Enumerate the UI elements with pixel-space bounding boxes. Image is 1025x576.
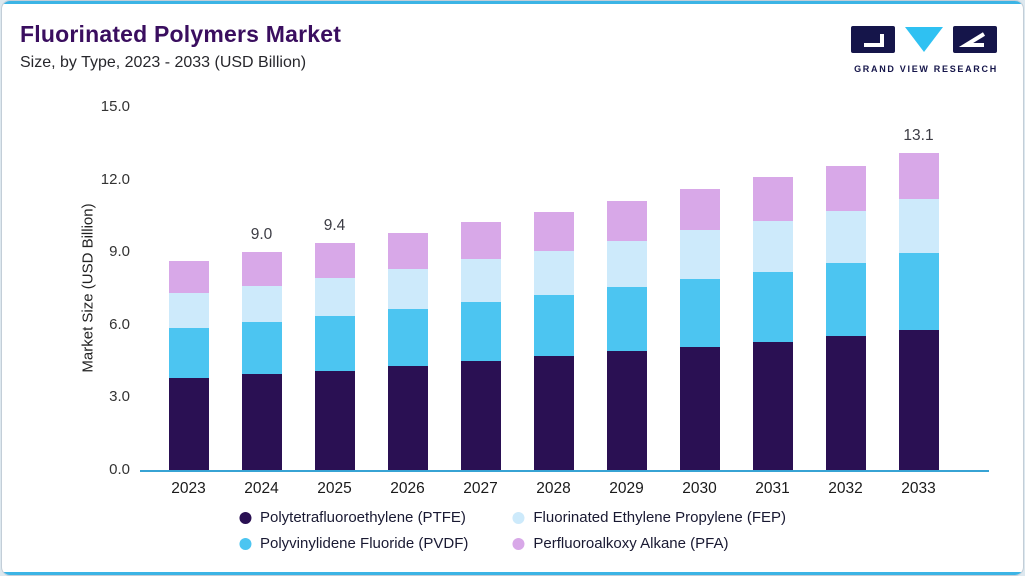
bar-total-label-2024: 9.0 [250, 226, 273, 244]
bar-segment-2027 [460, 259, 501, 302]
legend-item: Polyvinylidene Fluoride (PVDF) [238, 535, 469, 552]
y-axis-tick-label: 0.0 [109, 461, 130, 478]
chart-header: Fluorinated Polymers Market Size, by Typ… [20, 21, 341, 72]
x-axis-label-2033: 2033 [901, 480, 936, 497]
bar-segment-2033 [898, 198, 939, 254]
bar-segment-2029 [606, 287, 647, 352]
bar-segment-2033 [898, 329, 939, 470]
bar-segment-2023 [168, 328, 209, 379]
bar-segment-2031 [752, 341, 793, 470]
bar-segment-2030 [679, 346, 720, 470]
legend-item: Polytetrafluoroethylene (PTFE) [238, 509, 468, 526]
legend-item: Fluorinated Ethylene Propylene (FEP) [512, 509, 786, 526]
bar-segment-2025 [314, 370, 355, 470]
grand-view-research-logo: GRAND VIEW RESEARCH [851, 25, 1001, 74]
legend-marker-icon [512, 511, 525, 524]
x-axis-label-2027: 2027 [463, 480, 498, 497]
legend-marker-icon [238, 511, 251, 524]
bar-segment-2028 [533, 212, 574, 251]
legend-label: Perfluoroalkoxy Alkane (PFA) [533, 535, 729, 552]
bar-segment-2032 [825, 166, 866, 212]
bar-segment-2028 [533, 356, 574, 470]
page-subtitle: Size, by Type, 2023 - 2033 (USD Billion) [20, 54, 307, 71]
bar-segment-2025 [314, 277, 355, 317]
y-axis-tick-label: 15.0 [100, 98, 130, 115]
logo-text: GRAND VIEW RESEARCH [854, 64, 998, 74]
bar-segment-2028 [533, 250, 574, 295]
bar-segment-2027 [460, 301, 501, 362]
y-axis-tick-label: 3.0 [109, 388, 130, 406]
y-axis-tick-label: 6.0 [109, 315, 130, 333]
x-axis-label-2029: 2029 [609, 480, 644, 497]
x-axis-label-2026: 2026 [390, 480, 425, 497]
x-axis-label-2032: 2032 [828, 480, 863, 497]
bar-segment-2032 [825, 211, 866, 264]
bar-segment-2024 [241, 322, 282, 375]
bar-segment-2027 [460, 221, 501, 260]
bar-segment-2023 [168, 293, 209, 329]
bar-segment-2026 [387, 309, 428, 366]
bar-total-label-2033: 13.1 [903, 126, 934, 144]
x-axis-baseline [140, 470, 989, 472]
bar-segment-2024 [241, 374, 282, 470]
legend-label: Fluorinated Ethylene Propylene (FEP) [533, 509, 787, 526]
bottom-accent-line [2, 572, 1023, 575]
bar-segment-2026 [387, 269, 428, 310]
legend: Polytetrafluoroethylene (PTFE) Fluorinate… [238, 509, 786, 552]
top-accent-line [2, 1, 1023, 4]
x-axis-label-2028: 2028 [536, 480, 571, 497]
bar-segment-2024 [241, 252, 282, 287]
x-axis-label-2030: 2030 [682, 480, 717, 497]
bar-segment-2032 [825, 335, 866, 470]
bar-segment-2030 [679, 278, 720, 347]
x-axis-label-2024: 2024 [244, 480, 279, 497]
bar-segment-2028 [533, 294, 574, 357]
x-axis-label-2031: 2031 [755, 480, 790, 497]
logo-marks-icon [851, 26, 997, 53]
bar-segment-2023 [168, 378, 209, 470]
legend-label: Polytetrafluoroethylene (PTFE) [259, 509, 466, 526]
bar-segment-2031 [752, 177, 793, 221]
bar-segment-2031 [752, 271, 793, 342]
bar-segment-2027 [460, 361, 501, 470]
x-axis-label-2025: 2025 [317, 480, 352, 497]
legend-item: Perfluoroalkoxy Alkane (PFA) [512, 535, 786, 552]
bar-total-label-2025: 9.4 [323, 216, 346, 234]
bar-segment-2026 [387, 232, 428, 270]
bar-segment-2032 [825, 263, 866, 336]
bar-segment-2024 [241, 286, 282, 323]
bar-segment-2023 [168, 260, 209, 294]
bar-segment-2026 [387, 365, 428, 470]
bar-segment-2029 [606, 241, 647, 288]
bar-segment-2029 [606, 201, 647, 242]
legend-marker-icon [512, 537, 525, 550]
bar-segment-2025 [314, 316, 355, 371]
bar-segment-2033 [898, 152, 939, 199]
bar-segment-2030 [679, 230, 720, 279]
bar-segment-2025 [314, 242, 355, 278]
y-axis-tick-label: 9.0 [109, 243, 130, 261]
legend-label: Polyvinylidene Fluoride (PVDF) [259, 535, 469, 552]
legend-marker-icon [238, 537, 251, 550]
x-axis-label-2023: 2023 [171, 480, 206, 497]
bar-segment-2033 [898, 253, 939, 330]
y-axis-tick-label: 12.0 [100, 170, 130, 188]
bar-segment-2030 [679, 189, 720, 231]
bar-segment-2029 [606, 351, 647, 470]
bar-segment-2031 [752, 220, 793, 272]
page-title: Fluorinated Polymers Market [20, 21, 342, 47]
